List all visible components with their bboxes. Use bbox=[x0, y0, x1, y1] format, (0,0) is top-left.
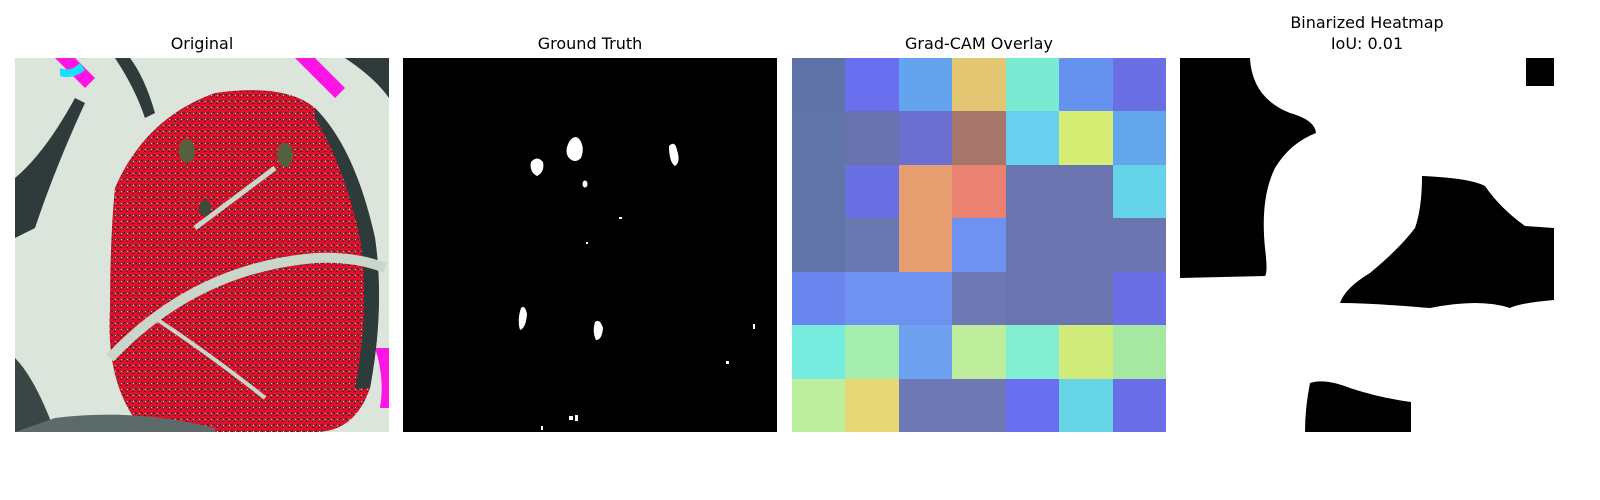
heatmap-cell bbox=[792, 325, 846, 379]
heatmap-cell bbox=[1112, 218, 1166, 272]
heatmap-cell bbox=[1059, 325, 1113, 379]
heatmap-cell bbox=[1059, 58, 1113, 112]
heatmap-cell bbox=[792, 58, 846, 112]
heatmap-cell bbox=[792, 164, 846, 219]
heatmap-cell bbox=[845, 325, 899, 379]
heatmap-cell bbox=[898, 378, 953, 432]
heatmap-cell bbox=[1005, 58, 1060, 112]
heatmap-cell bbox=[845, 378, 899, 432]
heatmap-cell bbox=[1005, 378, 1060, 432]
binarized-title: Binarized Heatmap IoU: 0.01 bbox=[1180, 12, 1554, 54]
iou-label: IoU: 0.01 bbox=[1330, 34, 1404, 53]
heatmap-cell bbox=[898, 58, 953, 112]
heatmap-cell bbox=[1005, 325, 1060, 379]
gradcam-overlay bbox=[792, 58, 1166, 432]
heatmap-cell bbox=[952, 218, 1006, 272]
binarized-heatmap bbox=[1180, 58, 1554, 432]
gradcam-heatmap-grid bbox=[792, 58, 1166, 432]
original-title: Original bbox=[170, 34, 234, 53]
heatmap-cell bbox=[952, 111, 1006, 165]
heatmap-cell bbox=[952, 378, 1006, 432]
heatmap-cell bbox=[792, 218, 846, 272]
original-image bbox=[15, 58, 389, 432]
heatmap-cell bbox=[792, 378, 846, 432]
heatmap-cell bbox=[1059, 271, 1113, 326]
heatmap-cell bbox=[1112, 271, 1166, 326]
heatmap-cell bbox=[1005, 218, 1060, 272]
heatmap-cell bbox=[898, 325, 953, 379]
ground-truth-title: Ground Truth bbox=[537, 34, 643, 53]
heatmap-cell bbox=[898, 271, 953, 326]
heatmap-cell bbox=[1005, 271, 1060, 326]
heatmap-cell bbox=[792, 111, 846, 165]
heatmap-cell bbox=[1005, 164, 1060, 219]
heatmap-cell bbox=[845, 271, 899, 326]
heatmap-cell bbox=[1112, 325, 1166, 379]
heatmap-cell bbox=[1112, 111, 1166, 165]
heatmap-cell bbox=[952, 164, 1006, 219]
binarized-title-line1: Binarized Heatmap bbox=[1290, 13, 1444, 32]
heatmap-cell bbox=[1059, 111, 1113, 165]
heatmap-cell bbox=[898, 164, 953, 219]
heatmap-cell bbox=[845, 218, 899, 272]
heatmap-cell bbox=[1112, 378, 1166, 432]
heatmap-cell bbox=[792, 271, 846, 326]
heatmap-cell bbox=[845, 111, 899, 165]
heatmap-cell bbox=[845, 164, 899, 219]
gradcam-title: Grad-CAM Overlay bbox=[905, 34, 1053, 53]
heatmap-cell bbox=[952, 58, 1006, 112]
heatmap-cell bbox=[1059, 218, 1113, 272]
heatmap-cell bbox=[898, 111, 953, 165]
heatmap-cell bbox=[1112, 58, 1166, 112]
heatmap-cell bbox=[1112, 164, 1166, 219]
heatmap-cell bbox=[952, 325, 1006, 379]
heatmap-cell bbox=[898, 218, 953, 272]
heatmap-cell bbox=[952, 271, 1006, 326]
ground-truth-mask bbox=[403, 58, 777, 432]
heatmap-cell bbox=[1059, 164, 1113, 219]
heatmap-cell bbox=[1059, 378, 1113, 432]
heatmap-cell bbox=[845, 58, 899, 112]
heatmap-cell bbox=[1005, 111, 1060, 165]
